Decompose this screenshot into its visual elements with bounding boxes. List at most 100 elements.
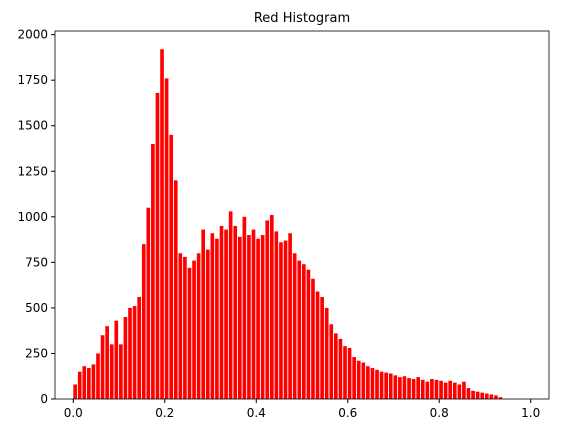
bar [343, 346, 347, 399]
bar [224, 229, 228, 399]
bar [128, 307, 132, 399]
bar [274, 231, 279, 399]
bar [141, 244, 146, 399]
plot-frame [54, 30, 550, 400]
bar [251, 229, 256, 399]
bar [471, 390, 475, 399]
bar [292, 253, 297, 399]
bar [320, 296, 324, 399]
bar [452, 382, 457, 399]
y-tick-label: 2000 [17, 28, 48, 42]
bar [87, 368, 91, 399]
bar [430, 378, 434, 399]
bar [210, 233, 215, 399]
x-tick-label: 0.4 [247, 406, 266, 420]
bar [178, 253, 183, 399]
bar [388, 373, 393, 399]
bar [361, 362, 366, 399]
x-tick-label: 0.0 [64, 406, 83, 420]
bar [375, 369, 379, 399]
bar [256, 238, 260, 399]
bar [366, 366, 370, 399]
bar [352, 357, 356, 399]
bar [302, 264, 306, 399]
y-tick-label: 750 [25, 255, 48, 269]
bar [247, 235, 251, 399]
bar [416, 377, 421, 399]
y-tick-label: 500 [25, 301, 48, 315]
bar [219, 225, 224, 399]
bar [315, 291, 320, 399]
bar [183, 256, 187, 399]
y-tick-label: 1500 [17, 119, 48, 133]
bar [237, 236, 242, 399]
bar [242, 216, 247, 399]
bar [196, 253, 201, 399]
bar [114, 320, 119, 399]
bar [265, 220, 270, 399]
bar [334, 333, 338, 399]
bar [311, 278, 315, 399]
bar [146, 207, 151, 399]
bar [402, 376, 407, 399]
bar [205, 249, 210, 399]
bar [288, 233, 292, 399]
bar [119, 344, 123, 399]
bar [347, 347, 352, 399]
bar [279, 242, 283, 399]
bar [420, 379, 425, 399]
bar [201, 229, 206, 399]
bar [151, 143, 155, 399]
bar [297, 260, 302, 399]
bar [384, 372, 388, 399]
bar [169, 134, 174, 399]
bar [425, 381, 430, 399]
bar [137, 296, 141, 399]
bar [356, 360, 361, 399]
bar [306, 269, 311, 399]
bar [411, 378, 416, 399]
bar [448, 380, 453, 399]
bar [498, 397, 503, 399]
bar [228, 211, 233, 399]
bar [494, 395, 498, 399]
bar [324, 307, 329, 399]
y-tick-label: 250 [25, 346, 48, 360]
bar [233, 225, 238, 399]
bar [192, 260, 196, 399]
bar [82, 366, 87, 399]
bar [155, 92, 160, 399]
bar [91, 364, 96, 399]
chart-title: Red Histogram [254, 11, 350, 26]
bar [100, 335, 105, 399]
bar [269, 215, 274, 399]
x-tick-label: 1.0 [521, 406, 540, 420]
bar [109, 344, 114, 399]
bar [338, 338, 343, 399]
x-tick-label: 0.2 [155, 406, 174, 420]
x-tick-label: 0.6 [338, 406, 357, 420]
bar [123, 317, 128, 399]
bar [132, 306, 137, 399]
bar [96, 353, 100, 399]
bar [398, 377, 402, 399]
bar [370, 368, 375, 399]
y-tick-label: 0 [40, 392, 48, 406]
x-tick-label: 0.8 [430, 406, 449, 420]
bar [462, 381, 466, 399]
bar [260, 235, 265, 399]
bar [379, 371, 384, 399]
bar [77, 371, 82, 399]
bar [484, 393, 489, 399]
bar [480, 392, 485, 399]
bar [407, 378, 411, 399]
bar [283, 240, 288, 399]
bar [466, 388, 471, 399]
bar [164, 78, 169, 399]
bar [434, 379, 439, 399]
bar [475, 391, 480, 399]
bar [489, 394, 494, 399]
bar [393, 375, 398, 399]
bar [457, 384, 462, 399]
y-tick-label: 1250 [17, 164, 48, 178]
